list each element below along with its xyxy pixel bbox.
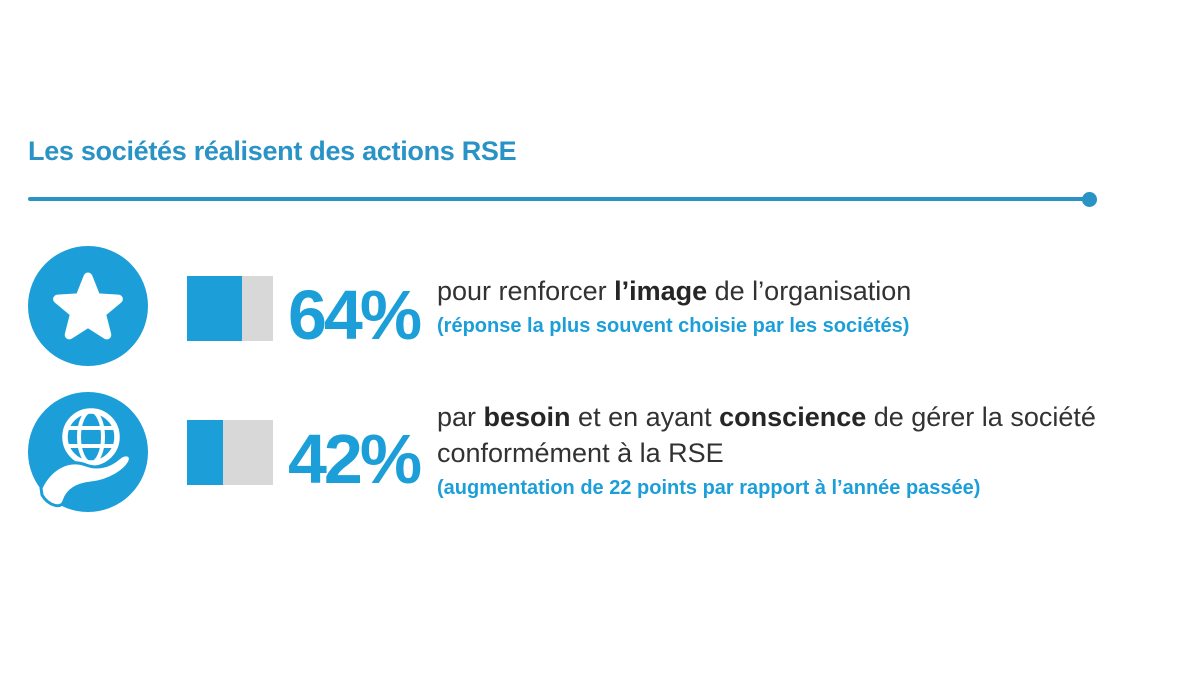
progress-bar	[187, 276, 273, 341]
title-underline	[28, 191, 1097, 207]
page-title: Les sociétés réalisent des actions RSE	[28, 136, 517, 166]
percent-value: 42%	[288, 420, 422, 498]
stat-text-block: pour renforcer l’image de l’organisation…	[437, 273, 911, 338]
divider-dot-icon	[1082, 191, 1097, 207]
progress-bar-fill	[187, 276, 243, 341]
stat-note: (augmentation de 22 points par rapport à…	[437, 477, 981, 499]
stat-note: (réponse la plus souvent choisie par les…	[437, 315, 910, 337]
star-icon	[28, 246, 148, 366]
percent-value: 64%	[288, 276, 422, 354]
stat-main-text: par besoin et en ayant conscience de gér…	[437, 402, 1096, 468]
stat-text-block: par besoin et en ayant conscience de gér…	[437, 399, 1197, 500]
progress-bar	[187, 420, 273, 485]
progress-bar-fill	[187, 420, 224, 485]
globe-in-hand-icon	[28, 392, 148, 512]
divider-line	[28, 197, 1084, 201]
stat-main-text: pour renforcer l’image de l’organisation	[437, 276, 912, 306]
